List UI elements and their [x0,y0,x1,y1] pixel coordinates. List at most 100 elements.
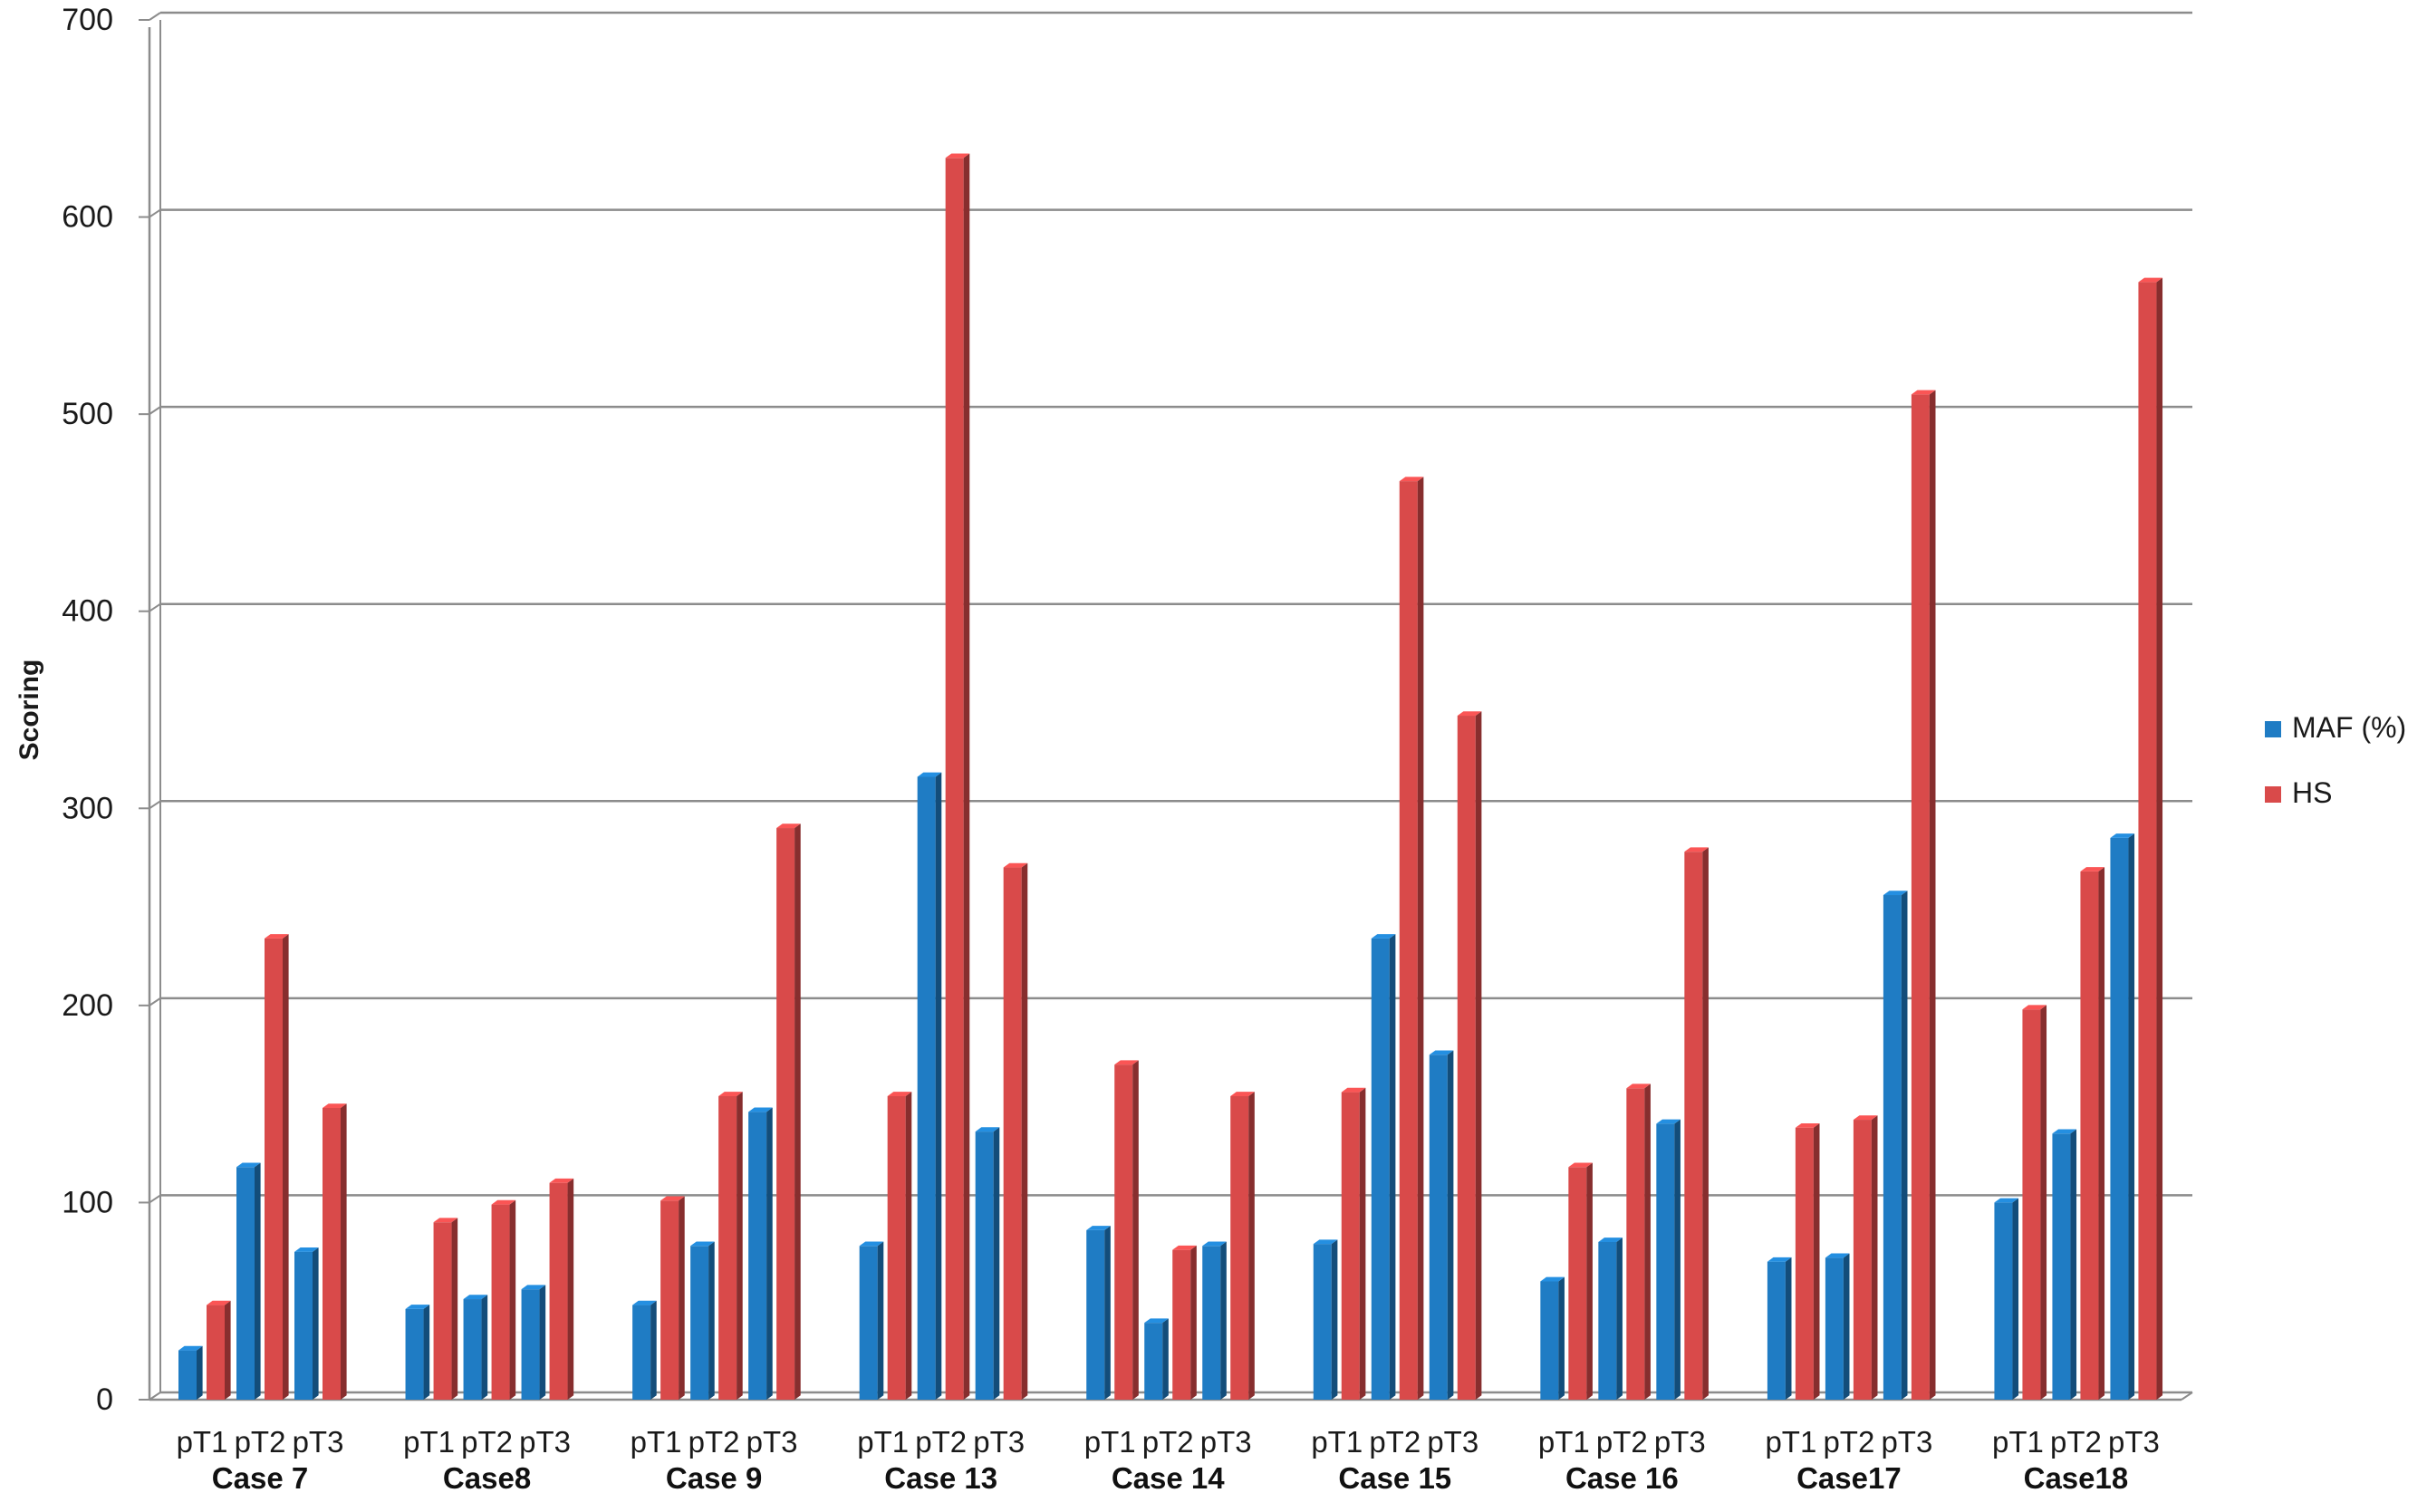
bar-top [178,1345,203,1351]
bar-top [463,1295,488,1300]
bar-top [491,1199,516,1205]
x-sub-label: pT2 [1823,1425,1874,1459]
bar-side [481,1295,488,1400]
bar-top [1086,1226,1111,1230]
gridline-depth [149,800,161,810]
bar-side [1871,1115,1878,1400]
bar-top [1795,1122,1820,1128]
x-sub-label: pT3 [1200,1425,1252,1459]
x-sub-label: pT3 [746,1425,798,1459]
x-sub-label: pT1 [1992,1425,2044,1459]
bar-maf [859,1246,878,1400]
bar-side [2128,833,2135,1400]
bar-maf [1540,1281,1559,1400]
bar-hs [1003,867,1022,1400]
bar-maf [2052,1133,2071,1400]
x-sub-label: pT2 [1142,1425,1194,1459]
y-tick-label: 500 [62,397,113,431]
bar-top [1853,1115,1878,1121]
bar-top [945,153,970,159]
bar-top [236,1162,261,1168]
bar-hs [549,1182,568,1400]
x-group-label: Case 7 [212,1461,308,1495]
bar-maf [2110,837,2129,1400]
bar-top [1399,477,1424,482]
y-tick-label: 200 [62,988,113,1023]
bar-side [1929,390,1936,1401]
x-sub-label: pT1 [631,1425,682,1459]
y-tick-label: 400 [62,594,113,629]
x-sub-label: pT3 [973,1425,1025,1459]
bar-top [1684,847,1709,852]
legend-swatch-hs [2265,786,2281,803]
bar-top [917,772,942,777]
bar-top [1003,862,1028,868]
bar-top [1341,1087,1366,1093]
bar-hs [265,938,283,1400]
bar-top [294,1247,319,1252]
bar-maf [1825,1257,1844,1400]
x-sub-label: pT3 [1881,1425,1932,1459]
bar-hs [2022,1009,2041,1400]
bar-top [660,1196,685,1201]
bar-top [433,1218,458,1223]
bar-side [1331,1239,1338,1400]
bar-maf [1656,1123,1675,1400]
bar-hs [323,1107,341,1400]
bar-side [451,1218,458,1400]
bar-top [859,1241,884,1247]
bar-side [905,1092,912,1400]
bar-maf [1202,1246,1221,1400]
bar-top [690,1241,715,1247]
bar-top [1230,1092,1255,1096]
x-sub-label: pT2 [689,1425,740,1459]
y-axis-title: Scoring [14,660,44,761]
bar-top [887,1092,912,1096]
bar-side [1359,1087,1366,1400]
bar-hs [1172,1249,1191,1400]
bar-maf [1767,1261,1786,1400]
bar-top [1202,1241,1227,1247]
bar-side [1785,1257,1792,1400]
bar-maf [1429,1055,1448,1400]
bar-top [632,1300,657,1305]
y-tick-label: 100 [62,1185,113,1219]
bar-side [509,1199,516,1400]
bar-side [963,153,970,1400]
bar-hs [660,1200,679,1400]
bar-maf [748,1112,767,1400]
bar-hs [2080,871,2099,1400]
bar-side [313,1247,319,1400]
x-group-label: Case 15 [1338,1461,1451,1495]
bar-top [776,823,801,829]
bar-side [1644,1083,1651,1400]
gridline-depth [149,1194,161,1204]
bar-top [1994,1198,2019,1203]
bar-hs [1230,1095,1249,1400]
y-tick-label: 700 [62,3,113,37]
bar-side [2156,277,2163,1400]
x-group-label: Case18 [2024,1461,2129,1495]
bar-side [650,1300,657,1400]
bar-top [405,1305,430,1309]
x-group-label: Case 13 [884,1461,997,1495]
legend-swatch-maf [2265,721,2281,737]
gridline-depth [149,1392,161,1401]
bar-side [1558,1276,1565,1400]
bar-side [1190,1245,1197,1400]
bar-side [1475,711,1482,1400]
bar-side [1616,1238,1623,1400]
bar-hs [207,1305,225,1400]
bar-hs [433,1222,452,1400]
x-sub-label: pT1 [1538,1425,1590,1459]
bar-side [2098,867,2105,1400]
bar-hs [1568,1167,1587,1400]
bar-top [718,1092,743,1096]
bar-top [1429,1050,1454,1055]
bar-maf [521,1289,540,1400]
bar-maf [1144,1323,1163,1400]
y-tick-label: 0 [96,1382,113,1417]
bar-side [935,772,942,1400]
gridline-depth [149,12,161,21]
